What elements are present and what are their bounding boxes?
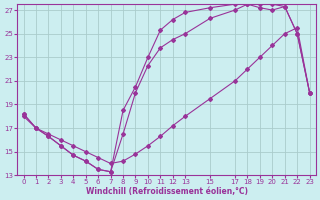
X-axis label: Windchill (Refroidissement éolien,°C): Windchill (Refroidissement éolien,°C) bbox=[85, 187, 248, 196]
